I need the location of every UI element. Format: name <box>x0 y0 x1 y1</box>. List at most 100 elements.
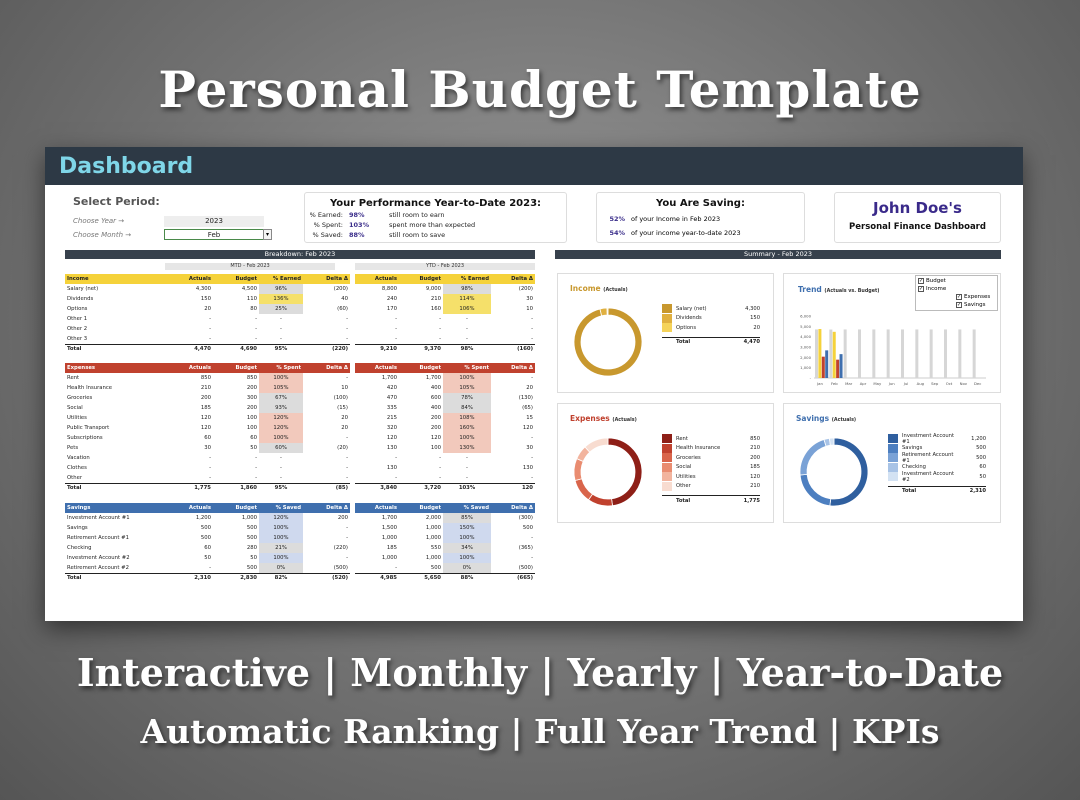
trend-legend-checkbox[interactable]: ✓ Savings <box>956 301 995 309</box>
x-tick-label: May <box>873 381 882 386</box>
table-cell: 280 <box>246 545 257 551</box>
checkbox-icon[interactable]: ✓ <box>956 294 962 300</box>
table-cell: 100% <box>259 433 303 443</box>
table-cell: (60) <box>337 306 348 312</box>
table-cell: 30 <box>204 445 211 451</box>
table-cell: 400 <box>430 385 441 391</box>
table-row: 8,800 9,000 98% (200) <box>355 284 535 294</box>
table-cell: 120% <box>259 413 303 423</box>
chevron-down-icon[interactable]: ▾ <box>263 229 272 240</box>
table-cell: 550 <box>430 545 441 551</box>
table-cell: Investment Account #2 <box>67 555 130 561</box>
table-cell: Utilities <box>67 415 87 421</box>
legend-value: 210 <box>750 445 760 452</box>
savings-slice <box>828 437 835 446</box>
table-cell: 10 <box>526 306 533 312</box>
table-cell: 10 <box>341 385 348 391</box>
legend-label: Savings <box>902 445 923 452</box>
table-cell: - <box>531 555 533 561</box>
legend-swatch <box>662 313 672 323</box>
table-cell: Options <box>67 306 88 312</box>
table-cell: (15) <box>337 405 348 411</box>
column-header: Income <box>65 274 165 284</box>
table-cell: 50 <box>204 555 211 561</box>
table-cell: 67% <box>259 393 303 403</box>
table-cell: (500) <box>518 564 533 571</box>
legend-item: Rent 850 <box>662 434 760 444</box>
trend-legend-checkbox[interactable]: ✓ Income <box>918 285 958 293</box>
table-header-row: Actuals Budget% Earned Delta Δ <box>355 274 535 284</box>
total-cell: 9,210 <box>357 343 399 354</box>
table-cell: (220) <box>333 545 348 551</box>
table-cell: 600 <box>430 395 441 401</box>
trend-bar-budget <box>972 329 976 378</box>
year-select[interactable]: 2023 <box>164 216 264 227</box>
table-cell: 93% <box>259 403 303 413</box>
table-row: Public Transport 120 100 120% 20 <box>65 423 350 433</box>
table-cell: (200) <box>518 286 533 292</box>
performance-value: 98% <box>349 211 365 219</box>
table-row: 1,700 2,000 85% (300) <box>355 513 535 523</box>
table-row: Options 20 80 25% (60) <box>65 304 350 314</box>
table-cell: Salary (net) <box>67 286 99 292</box>
table-cell: 100 <box>430 445 441 451</box>
table-row: Other 2 - - - - <box>65 324 350 334</box>
expenses-slice <box>573 458 584 481</box>
legend-swatch <box>662 434 672 444</box>
trend-legend-checkbox[interactable]: ✓ Expenses <box>956 293 995 301</box>
trend-bar-budget <box>929 329 933 378</box>
table-cell: 1,500 <box>381 525 397 531</box>
checkbox-icon[interactable]: ✓ <box>918 278 924 284</box>
table-cell: 30 <box>526 296 533 302</box>
table-cell: 85% <box>443 513 491 523</box>
table-cell: 120 <box>522 425 533 431</box>
table-cell: 150% <box>443 523 491 533</box>
y-tick-label: 4,000 <box>800 334 811 339</box>
y-tick-label: 5,000 <box>800 324 811 329</box>
table-row: 215 200 108% 15 <box>355 413 535 423</box>
legend-value: 60 <box>979 464 986 471</box>
trend-legend-checkbox[interactable]: ✓ Budget <box>918 277 956 285</box>
table-cell: 120 <box>430 435 441 441</box>
table-cell: - <box>395 564 397 571</box>
dashboard-sheet: Dashboard Select Period: Choose Year → 2… <box>45 147 1023 621</box>
breakdown-bar: Breakdown: Feb 2023 <box>65 250 535 259</box>
x-tick-label: Sep <box>931 381 939 386</box>
column-header: Budget <box>399 363 443 373</box>
checkbox-icon[interactable]: ✓ <box>918 286 924 292</box>
total-cell: 103% <box>443 482 491 493</box>
table-cell: - <box>255 316 257 322</box>
expenses-slice <box>607 437 643 507</box>
table-cell: 170 <box>386 306 397 312</box>
table-cell: 8,800 <box>381 286 397 292</box>
column-header: Delta Δ <box>303 363 350 373</box>
trend-bar-budget <box>886 329 890 378</box>
total-cell: 5,650 <box>399 572 443 583</box>
dashboard-title: Dashboard <box>45 147 1023 185</box>
column-header: Delta Δ <box>491 274 535 284</box>
savings-slice <box>799 473 832 507</box>
table-row: ---- <box>355 334 535 344</box>
table-cell: - <box>209 335 211 342</box>
table-cell: 100% <box>259 523 303 533</box>
x-tick-label: Dec <box>974 381 981 386</box>
legend-item: Salary (net) 4,300 <box>662 304 760 314</box>
checkbox-icon[interactable]: ✓ <box>956 302 962 308</box>
table-row: 470 600 78% (130) <box>355 393 535 403</box>
table-cell: 200 <box>430 425 441 431</box>
column-header: Delta Δ <box>303 274 350 284</box>
legend-item: Groceries 200 <box>662 453 760 463</box>
table-cell: 100 <box>246 425 257 431</box>
trend-chart-title-text: Trend <box>798 285 822 294</box>
trend-bar-budget <box>915 329 919 378</box>
table-cell: 34% <box>443 543 491 553</box>
trend-bar-budget <box>944 329 947 378</box>
month-select[interactable]: Feb <box>164 229 264 240</box>
total-cell: 88% <box>443 572 491 583</box>
performance-desc: still room to earn <box>389 211 445 219</box>
trend-bar-budget <box>958 329 962 378</box>
table-cell: Investment Account #1 <box>67 515 130 521</box>
table-cell: - <box>346 465 348 471</box>
table-cell: Pets <box>67 445 79 451</box>
